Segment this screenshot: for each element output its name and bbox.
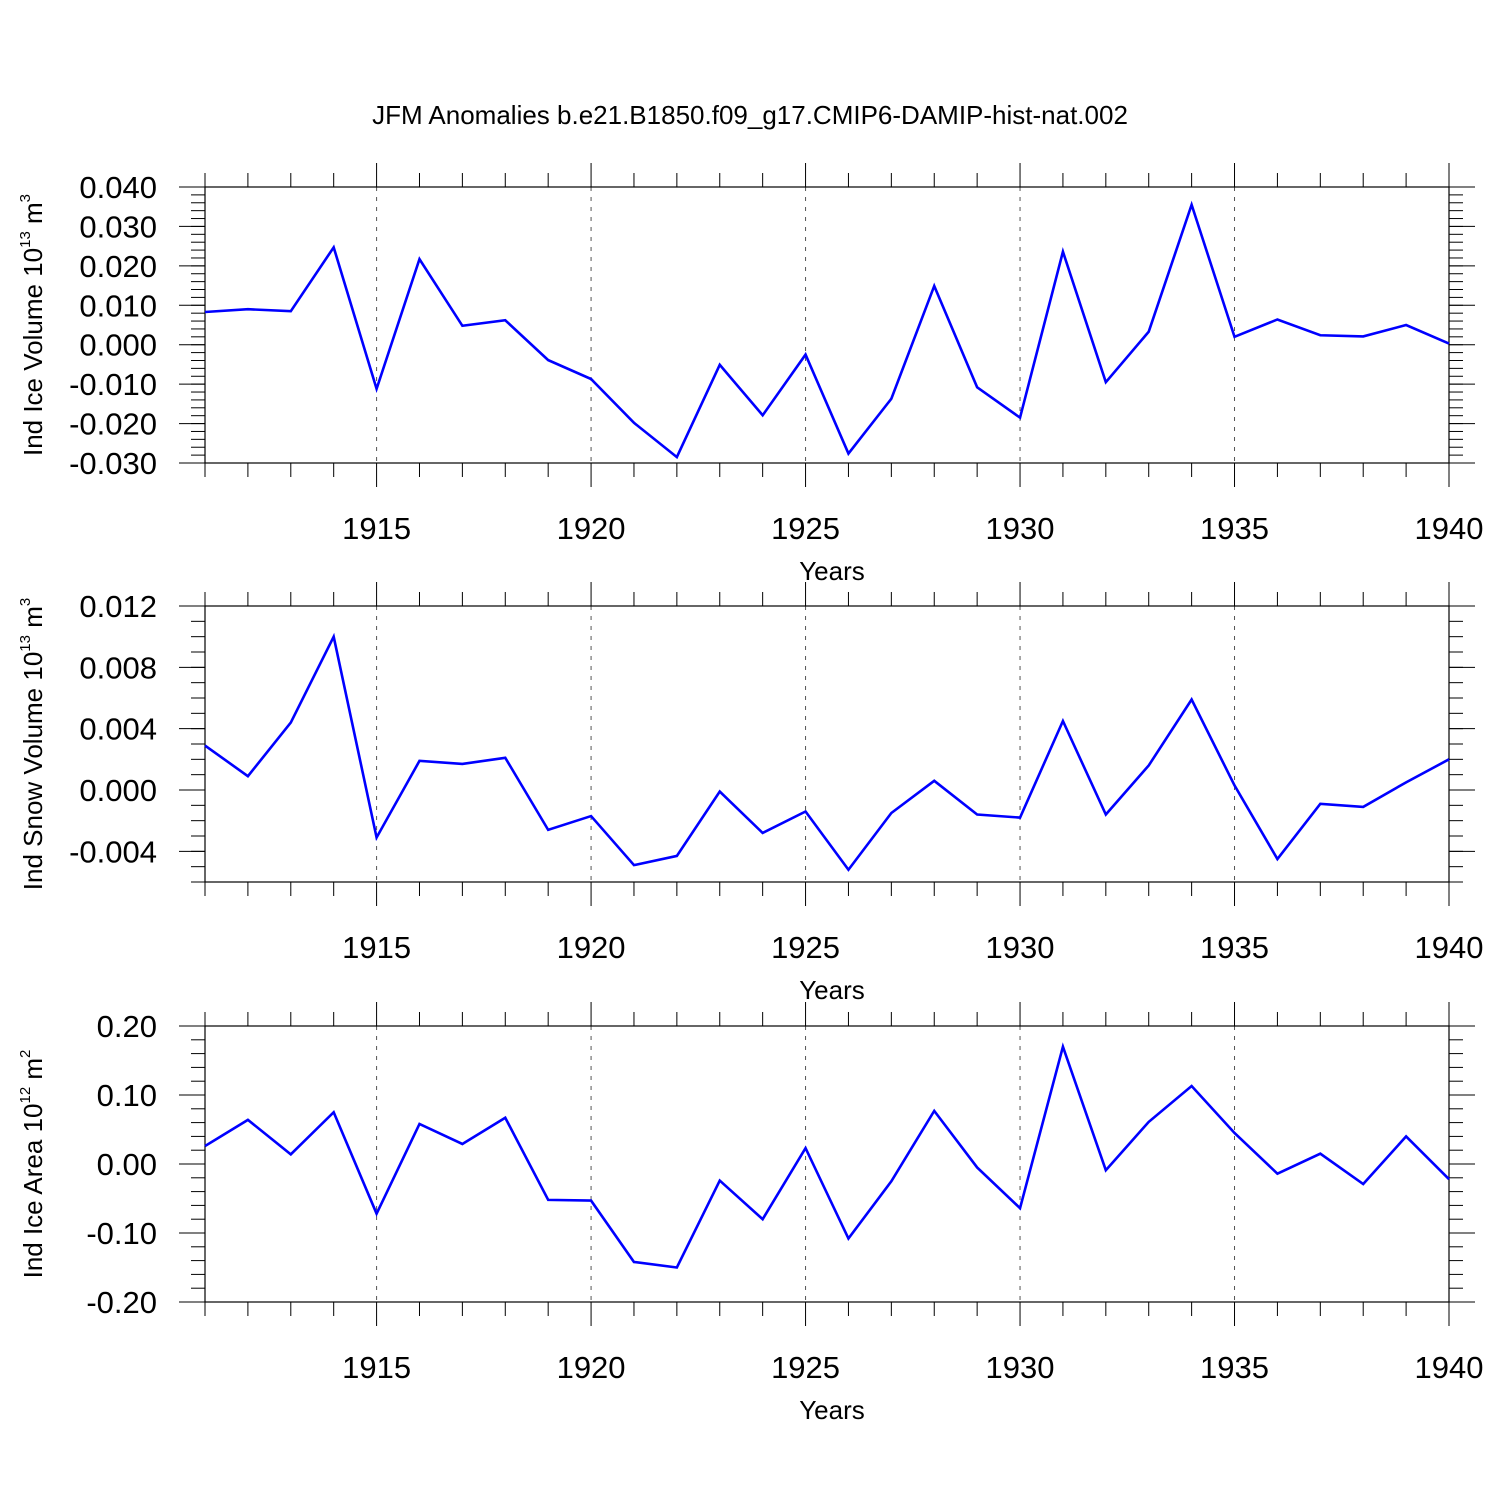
y-tick-label: 0.020 xyxy=(79,249,157,284)
series-line-1 xyxy=(204,200,1450,460)
y-tick-label: 0.10 xyxy=(97,1078,157,1113)
y-tick-label: -0.020 xyxy=(69,407,157,442)
x-tick-label: 1915 xyxy=(342,1350,411,1385)
x-tick-label: 1930 xyxy=(986,511,1055,546)
series-line-1 xyxy=(204,1042,1450,1269)
y-tick-label: 0.004 xyxy=(79,712,157,747)
y-axis-label: Ind Ice Area 1012 m2 xyxy=(17,1050,48,1279)
x-tick-label: 1920 xyxy=(557,930,626,965)
y-tick-label: -0.030 xyxy=(69,446,157,481)
x-tick-label: 1940 xyxy=(1415,1350,1484,1385)
panel-2: -0.004 0.000 0.004 0.008 0.012 1915 1920 1925 19… xyxy=(17,582,1483,1005)
y-tick-label: 0.030 xyxy=(79,209,157,244)
x-axis-label: Years xyxy=(799,1395,865,1425)
y-tick-label: 0.000 xyxy=(79,328,157,363)
x-tick-label: 1930 xyxy=(986,1350,1055,1385)
x-tick-label: 1935 xyxy=(1200,930,1269,965)
y-tick-label: 0.00 xyxy=(97,1147,157,1182)
x-tick-label: 1935 xyxy=(1200,511,1269,546)
y-axis-label: Ind Ice Volume 1013 m3 xyxy=(17,194,48,456)
panels: -0.030 -0.020 -0.010 0.000 0.010 0.020 0.030 0.… xyxy=(17,163,1483,1425)
y-tick-label: 0.20 xyxy=(97,1009,157,1044)
y-tick-label: 0.040 xyxy=(79,170,157,205)
plot-frame xyxy=(204,186,1450,464)
series-line-1 xyxy=(204,632,1450,872)
x-tick-label: 1920 xyxy=(557,1350,626,1385)
y-axis-label: Ind Snow Volume 1013 m3 xyxy=(17,598,48,890)
x-tick-label: 1925 xyxy=(771,1350,840,1385)
x-tick-label: 1920 xyxy=(557,511,626,546)
plot-frame xyxy=(204,1025,1450,1303)
x-tick-label: 1930 xyxy=(986,930,1055,965)
x-tick-label: 1935 xyxy=(1200,1350,1269,1385)
y-tick-label: -0.010 xyxy=(69,367,157,402)
x-tick-label: 1940 xyxy=(1415,930,1484,965)
x-tick-label: 1915 xyxy=(342,930,411,965)
x-axis-label: Years xyxy=(799,556,865,586)
y-tick-label: 0.012 xyxy=(79,589,157,624)
y-tick-label: -0.004 xyxy=(69,834,157,869)
panel-3: -0.20 -0.10 0.00 0.10 0.20 1915 1920 1925 1930 19… xyxy=(17,1002,1483,1425)
y-tick-label: 0.008 xyxy=(79,650,157,685)
panel-1: -0.030 -0.020 -0.010 0.000 0.010 0.020 0.030 0.… xyxy=(17,163,1483,586)
y-tick-label: -0.20 xyxy=(86,1285,157,1320)
y-tick-label: 0.010 xyxy=(79,288,157,323)
y-tick-label: -0.10 xyxy=(86,1216,157,1251)
x-tick-label: 1915 xyxy=(342,511,411,546)
x-axis-label: Years xyxy=(799,975,865,1005)
figure-title: JFM Anomalies b.e21.B1850.f09_g17.CMIP6-… xyxy=(372,100,1128,130)
x-tick-label: 1925 xyxy=(771,511,840,546)
y-tick-label: 0.000 xyxy=(79,773,157,808)
x-tick-label: 1940 xyxy=(1415,511,1484,546)
x-tick-label: 1925 xyxy=(771,930,840,965)
